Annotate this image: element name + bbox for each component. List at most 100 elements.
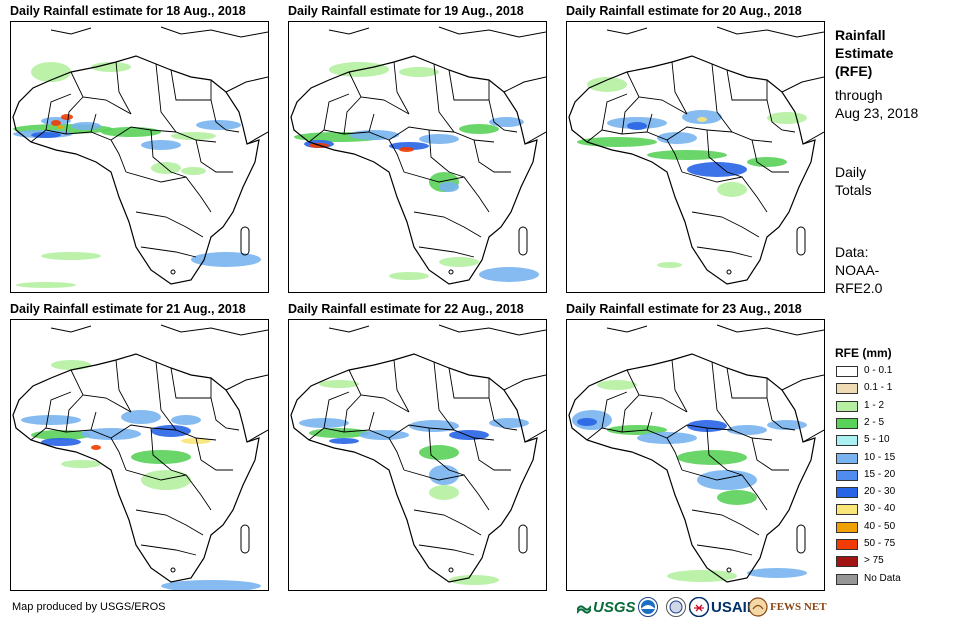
country-border [428, 129, 465, 178]
country-border [666, 139, 683, 173]
country-border [368, 113, 375, 133]
country-border [413, 509, 482, 536]
country-border [388, 139, 405, 173]
rainfall-areas [21, 360, 261, 590]
coastline [606, 324, 824, 336]
coastline [606, 26, 824, 38]
country-border [393, 61, 410, 115]
rainfall-map [566, 21, 825, 293]
country-border [308, 424, 495, 441]
rain-patch [429, 465, 459, 485]
island-outline [726, 269, 732, 275]
country-border [671, 61, 688, 115]
legend-label: 2 - 5 [864, 416, 885, 428]
rain-patch [101, 127, 161, 137]
country-border [473, 437, 511, 471]
country-border [308, 126, 495, 143]
legend-item: 1 - 2 [836, 400, 936, 414]
country-border [681, 171, 768, 213]
legend-swatch [836, 556, 858, 568]
country-border [70, 369, 132, 413]
coastline [568, 55, 816, 285]
country-border [711, 63, 733, 133]
country-border [323, 93, 350, 131]
nasa-style-seal-logo [666, 596, 686, 618]
country-border [115, 61, 132, 115]
legend-label: 0 - 0.1 [864, 365, 893, 376]
country-border [90, 113, 97, 133]
legend-label: 15 - 20 [864, 468, 896, 480]
island-outline [518, 524, 528, 554]
legend-label: 40 - 50 [864, 520, 896, 532]
country-border [210, 99, 240, 133]
country-border [210, 397, 240, 431]
country-border [448, 367, 490, 399]
coastline [781, 374, 824, 443]
country-border [195, 139, 233, 173]
rain-patch [359, 430, 409, 440]
rain-patch [767, 112, 807, 124]
rainfall-map [288, 21, 547, 293]
rain-patch [439, 182, 459, 192]
rain-patch [51, 120, 61, 126]
rain-patch [577, 418, 597, 426]
rain-patch [727, 425, 767, 435]
legend-item: 2 - 5 [836, 416, 936, 431]
coastline [50, 324, 268, 336]
legend-item: 15 - 20 [836, 468, 936, 483]
rain-patch [161, 580, 261, 590]
panel-title: Daily Rainfall estimate for 21 Aug., 201… [10, 302, 246, 316]
country-border [646, 411, 653, 431]
island-outline [796, 524, 806, 554]
country-border [170, 367, 212, 399]
rain-patch [171, 132, 216, 140]
rainfall-areas [577, 77, 807, 268]
fews-net-logo: FEWS NET [748, 596, 827, 618]
rain-patch [717, 490, 757, 505]
country-border [671, 359, 688, 413]
coastline [290, 353, 538, 583]
country-border [125, 171, 212, 213]
island-outline [796, 226, 806, 256]
country-border [626, 369, 688, 413]
rain-patch [389, 272, 429, 280]
rain-patch [51, 360, 91, 370]
noaa-logo [638, 596, 658, 618]
island-outline [240, 226, 250, 256]
legend-item: 50 - 75 [836, 538, 936, 552]
country-border [488, 397, 518, 431]
coastline [225, 374, 268, 443]
country-border [751, 139, 789, 173]
legend-item: 5 - 10 [836, 434, 936, 448]
country-border [70, 71, 132, 115]
legend-swatch [836, 366, 858, 377]
island-outline [170, 269, 176, 275]
legend-item: 10 - 15 [836, 452, 936, 466]
rain-patch [399, 147, 414, 152]
rain-patch [489, 418, 529, 428]
fews-net-logo-text: FEWS NET [770, 601, 827, 613]
rain-patch [141, 470, 191, 490]
legend-label: No Data [864, 572, 901, 584]
side-through: through Aug 23, 2018 [835, 87, 919, 121]
coastline [12, 353, 260, 583]
rain-patch [91, 62, 131, 72]
rain-patch [697, 117, 707, 122]
legend-swatch [836, 573, 858, 585]
country-border [418, 544, 475, 556]
country-border [696, 544, 753, 556]
country-border [140, 246, 197, 258]
rain-patch [627, 122, 647, 130]
rain-patch [419, 445, 459, 460]
side-data-source: Data: NOAA- RFE2.0 [835, 244, 883, 296]
rainfall-map [10, 319, 269, 591]
country-border [403, 171, 490, 213]
legend-item: No Data [836, 572, 936, 587]
legend-item: 0.1 - 1 [836, 382, 936, 396]
country-border [348, 369, 410, 413]
island-outline [448, 567, 454, 573]
country-border [586, 424, 773, 441]
country-border [155, 361, 177, 431]
country-border [413, 211, 482, 238]
legend-label: 50 - 75 [864, 538, 896, 549]
